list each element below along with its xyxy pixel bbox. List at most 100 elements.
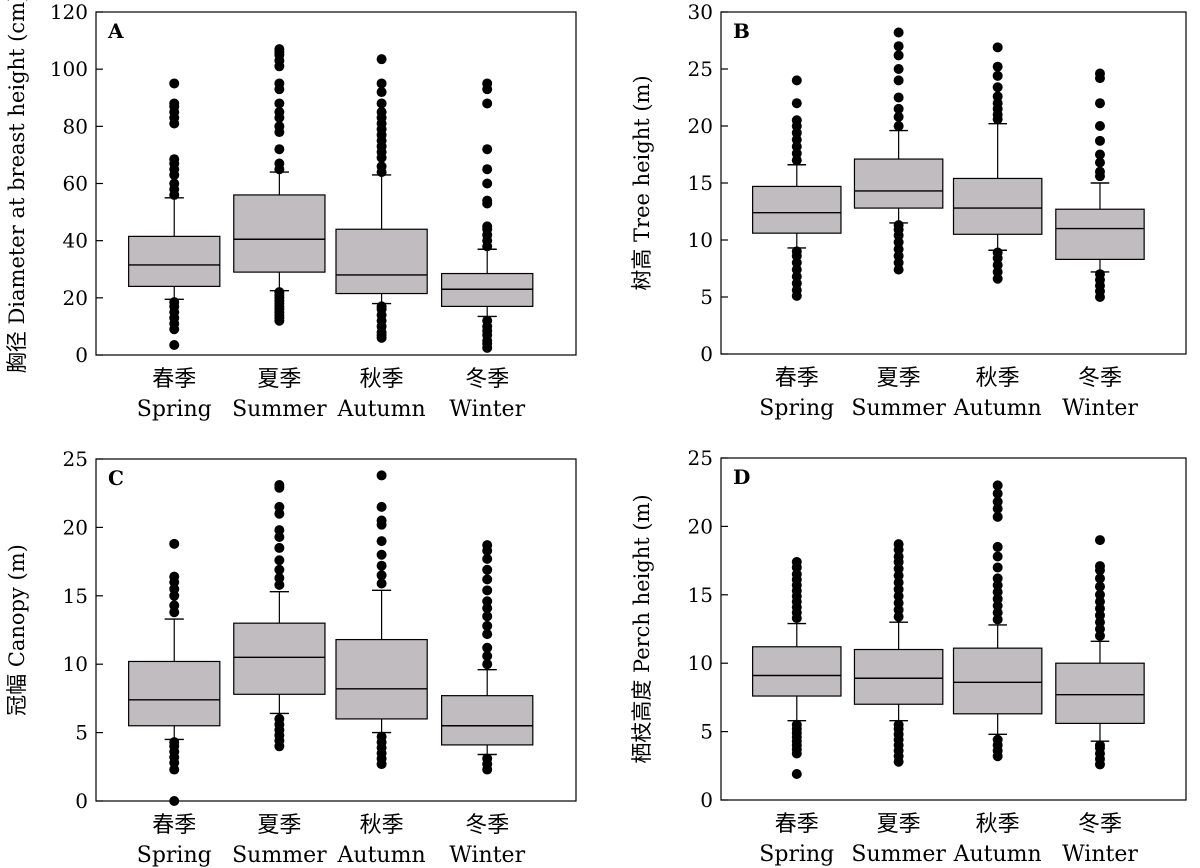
outlier-point [274,579,285,590]
outlier-point [1094,135,1105,146]
outlier-point [274,78,285,89]
outlier-point [376,731,387,742]
outlier-point [376,98,387,109]
x-category-label-cn: 冬季 [1078,812,1122,837]
x-category-label-cn: 夏季 [257,367,301,392]
box-autumn [335,470,428,770]
outlier-point [893,75,904,86]
outlier-point [1094,581,1105,592]
outlier-point [893,220,904,231]
box-summer [233,479,326,752]
outlier-point [791,719,802,730]
outlier-point [893,551,904,562]
outlier-point [169,590,180,601]
outlier-point [791,271,802,282]
outlier-point [169,571,180,582]
x-category-label-cn: 秋季 [976,812,1020,837]
box-spring [752,75,842,301]
outlier-point [893,584,904,595]
box-summer [233,44,326,326]
outlier-point [376,87,387,98]
x-category-label-en: Spring [759,396,834,421]
x-category-label-en: Autumn [337,397,426,422]
chart-panel-a: 0 20 40 60 80 100 120 春季 Spring 夏季 Summer 秋季 Autumn 冬… [5,0,577,422]
outlier-point [992,61,1003,72]
outlier-point [169,78,180,89]
outlier-point [482,650,493,661]
y-tick-label: 10 [63,652,88,676]
outlier-point [893,264,904,275]
outlier-point [893,257,904,268]
x-category-label-cn: 夏季 [877,366,921,391]
outlier-point [482,753,493,764]
outlier-point [274,44,285,55]
outlier-point [274,573,285,584]
outlier-point [482,596,493,607]
outlier-point [791,257,802,268]
outlier-point [274,158,285,169]
plot-frame [720,457,1187,801]
outlier-point [482,585,493,596]
iqr-box [752,185,842,234]
outlier-point [274,542,285,553]
outlier-point [1094,535,1105,546]
outlier-point [791,115,802,126]
outlier-point [893,103,904,114]
x-category-label-cn: 秋季 [360,813,404,838]
y-axis-title: 树高 Tree height (m) [630,75,654,290]
outlier-point [376,161,387,172]
outlier-point [992,266,1003,277]
y-tick-label: 5 [700,720,713,744]
outlier-point [1094,610,1105,621]
outlier-point [482,629,493,640]
outlier-point [992,91,1003,102]
outlier-point [482,98,493,109]
x-category-label-en: Autumn [953,842,1042,867]
x-category-label-cn: 秋季 [360,367,404,392]
outlier-point [893,539,904,550]
outlier-point [893,577,904,588]
iqr-box [752,646,842,697]
box-spring [128,538,221,806]
outlier-point [893,92,904,103]
outlier-point [992,503,1003,514]
outlier-point [376,501,387,512]
outlier-point [169,98,180,109]
y-tick-label: 25 [688,57,713,81]
outlier-point [893,237,904,248]
outlier-point [1094,596,1105,607]
outlier-point [1094,603,1105,614]
outlier-point [893,41,904,52]
x-category-label-cn: 春季 [152,813,196,838]
plot-frame [95,458,577,802]
outlier-point [893,570,904,581]
outlier-point [791,148,802,159]
outlier-point [169,737,180,748]
outlier-point [893,719,904,730]
outlier-point [992,496,1003,507]
outlier-point [376,470,387,481]
outlier-point [893,244,904,255]
outlier-point [482,540,493,551]
outlier-point [992,600,1003,611]
outlier-point [1094,630,1105,641]
outlier-point [169,600,180,611]
y-axis-title: 栖枝高度 Perch height (m) [630,494,654,763]
outlier-point [1094,740,1105,751]
outlier-point [482,642,493,653]
outlier-point [893,64,904,74]
y-tick-label: 5 [75,721,88,745]
x-category-label-en: Spring [137,397,212,422]
y-tick-label: 80 [63,114,88,138]
outlier-point [376,560,387,571]
x-category-label-en: Autumn [337,843,426,868]
outlier-point [893,50,904,61]
x-category-label-en: Winter [449,843,525,868]
outlier-point [274,555,285,566]
outlier-point [169,297,180,308]
outlier-point [376,570,387,581]
outlier-point [274,501,285,512]
y-tick-label: 60 [63,172,88,196]
x-category-label-cn: 冬季 [465,813,509,838]
outlier-point [274,531,285,542]
